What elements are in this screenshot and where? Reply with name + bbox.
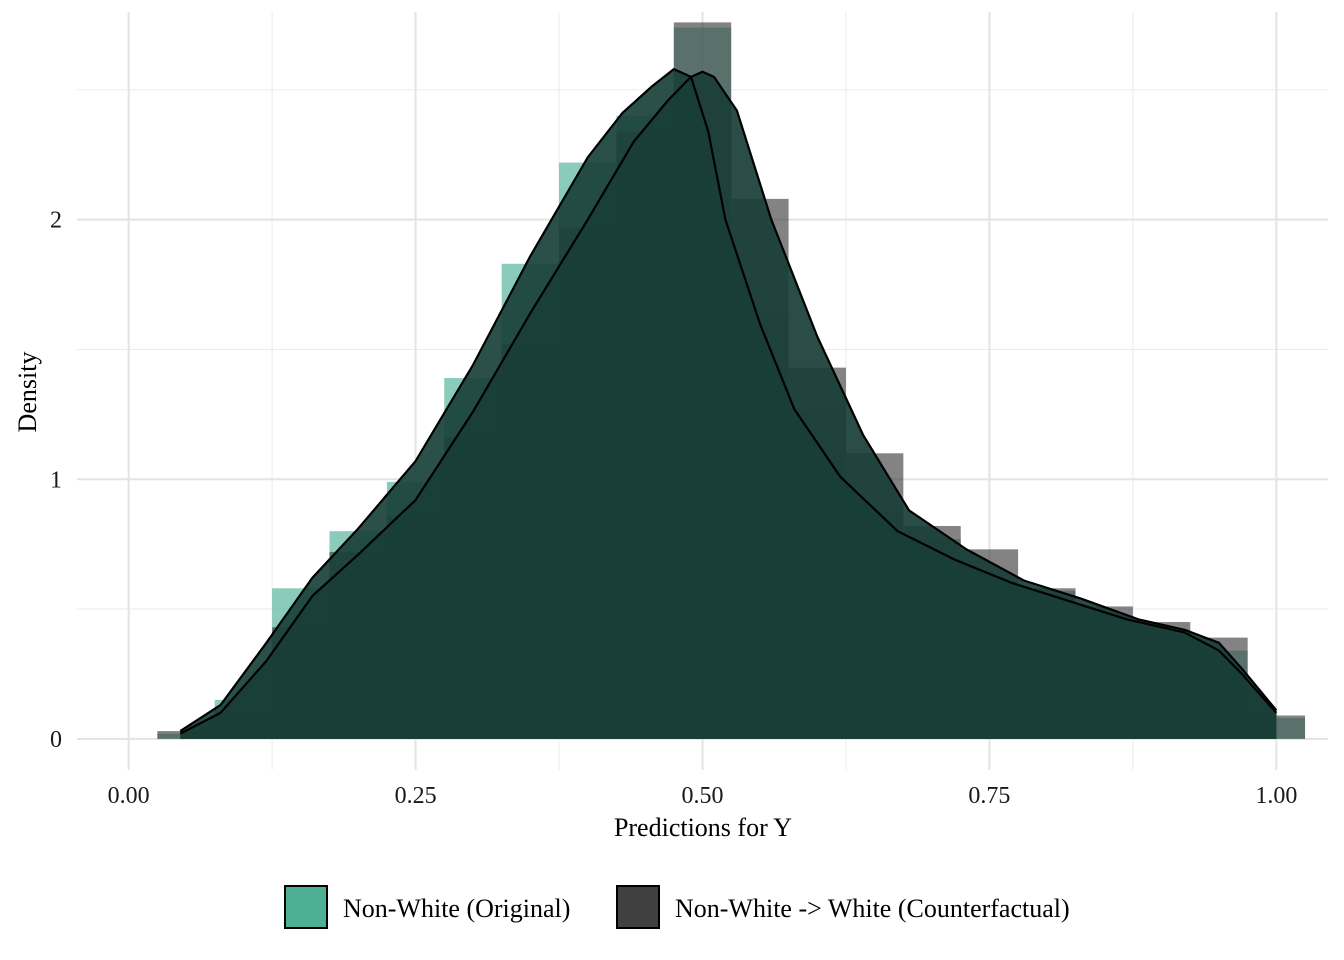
y-tick-label-1: 1 [50,467,62,493]
density-layer [179,68,1278,739]
y-tick-label-2: 2 [50,208,62,234]
x-axis-title: Predictions for Y [614,813,792,842]
legend-label-counterfactual: Non-White -> White (Counterfactual) [675,894,1070,923]
legend: Non-White (Original) Non-White -> White … [284,885,1070,929]
legend-label-original: Non-White (Original) [343,894,570,923]
density-line-original [179,68,1278,732]
x-tick-label-1: 0.25 [395,783,437,809]
y-axis-title: Density [13,352,42,433]
legend-swatch-original [284,885,328,929]
legend-swatch-counterfactual [616,885,660,929]
x-tick-label-2: 0.50 [682,783,724,809]
x-tick-label-3: 0.75 [968,783,1010,809]
tick-label-layer: 0.00 0.25 0.50 0.75 1.00 0 1 2 [50,208,1297,809]
y-tick-label-0: 0 [50,727,62,753]
density-line-counterfactual [179,70,1278,735]
density-area-counterfactual [180,71,1277,739]
x-tick-label-4: 1.00 [1255,783,1297,809]
x-tick-label-0: 0.00 [108,783,150,809]
